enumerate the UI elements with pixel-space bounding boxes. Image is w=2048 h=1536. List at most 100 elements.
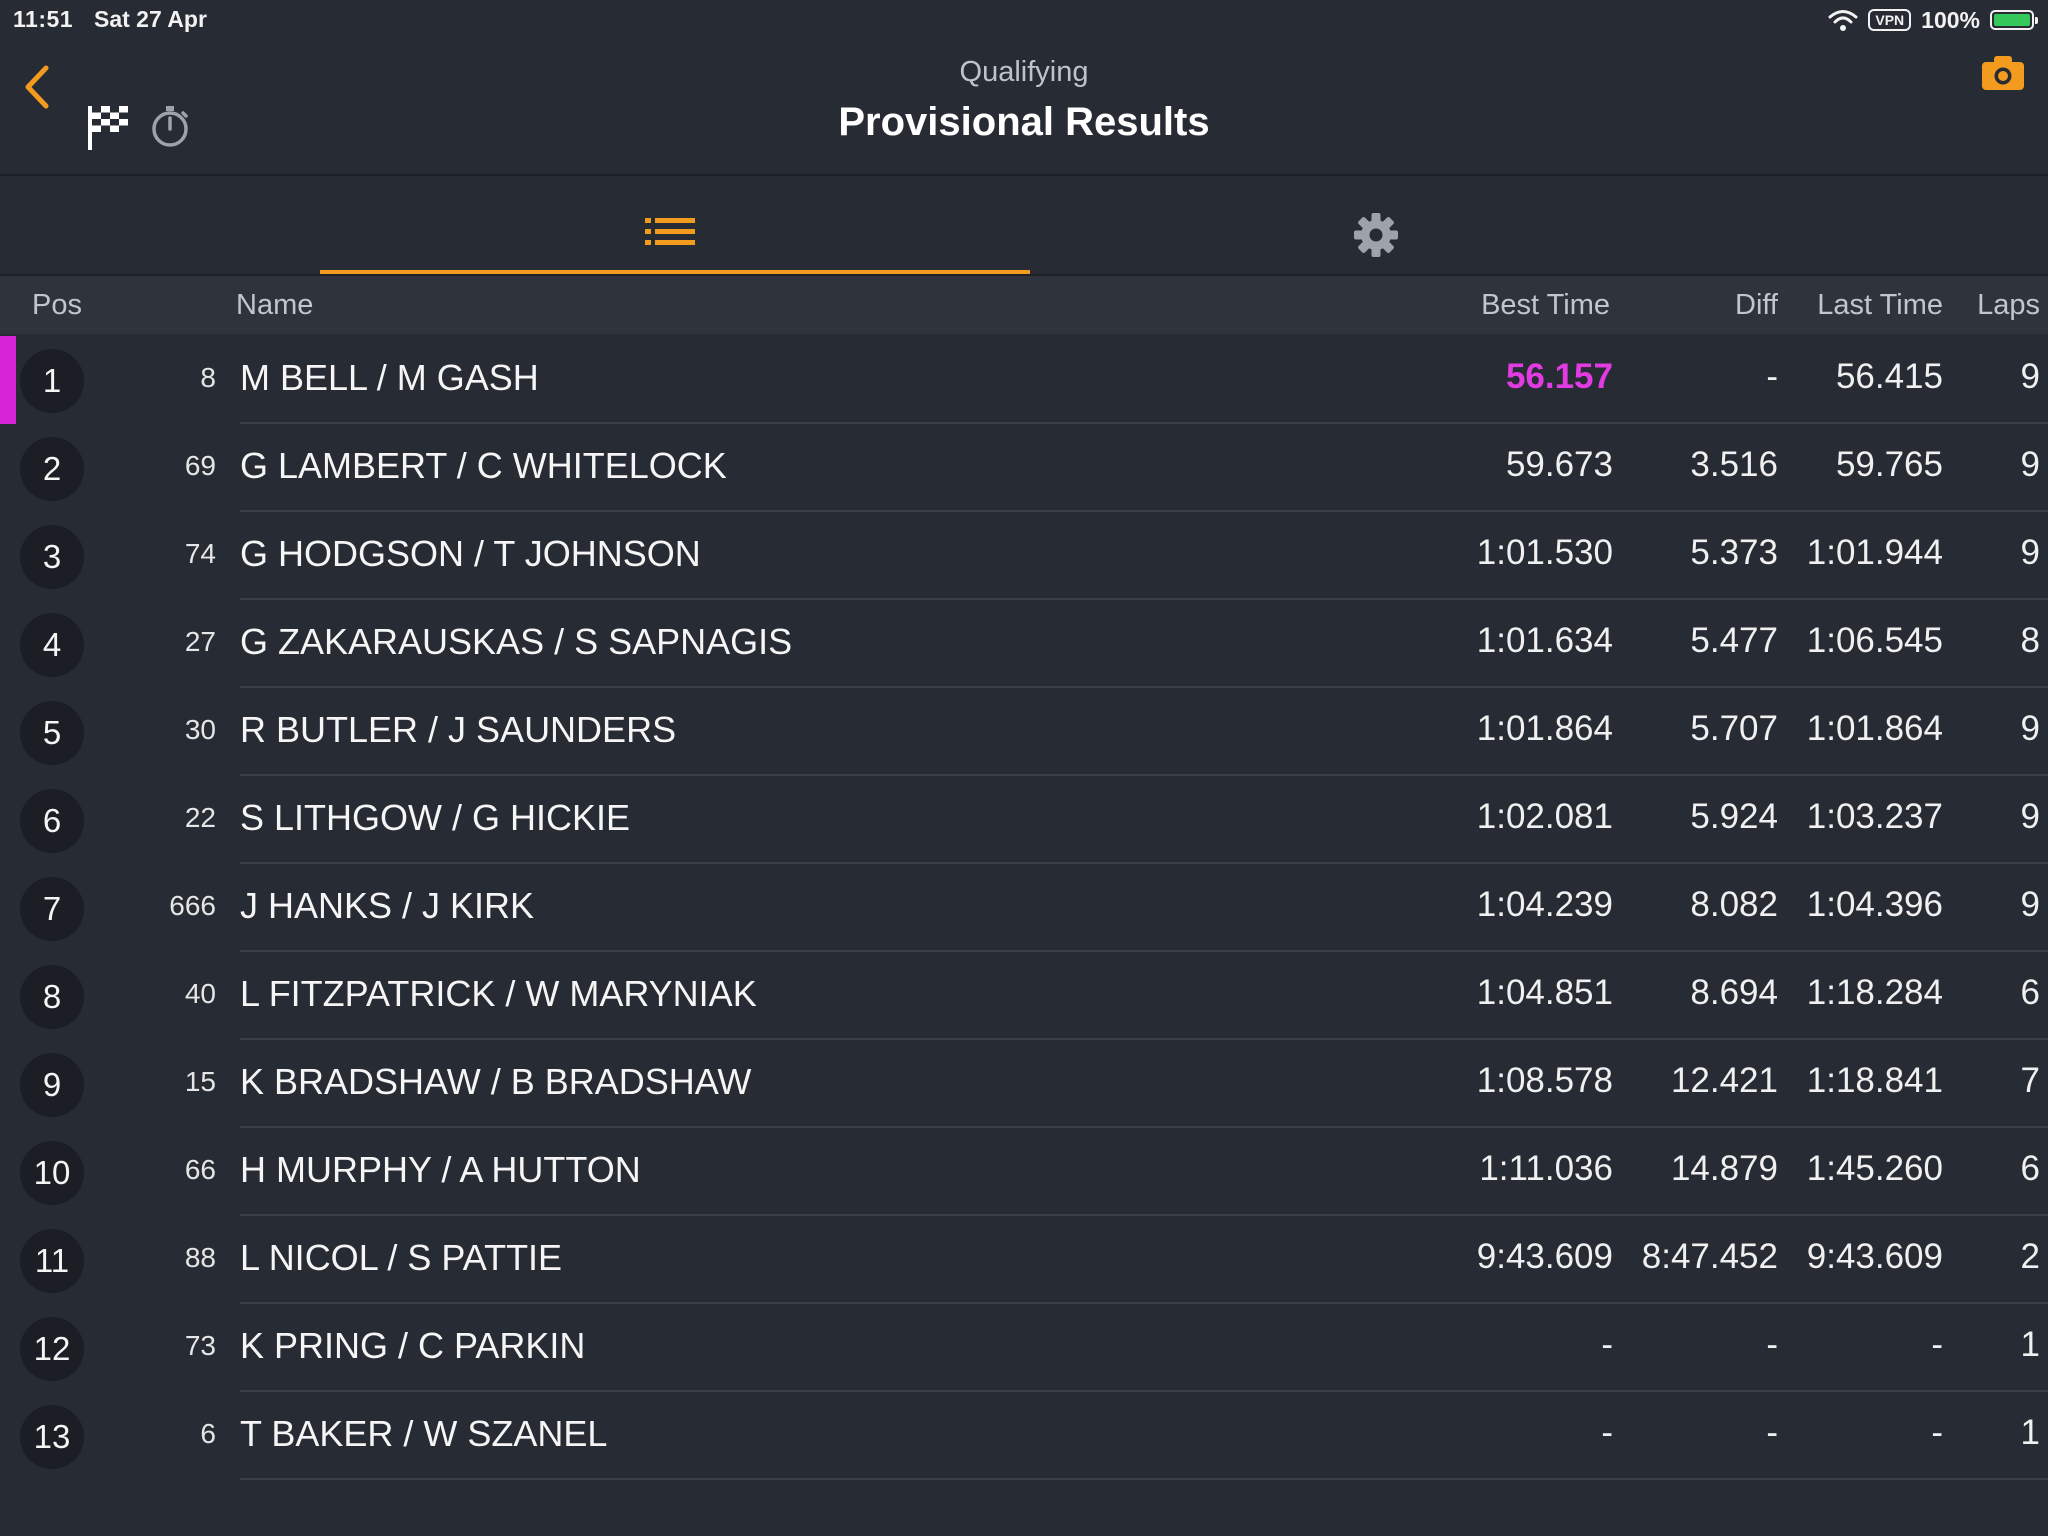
driver-names: R BUTLER / J SAUNDERS bbox=[240, 709, 677, 750]
best-time: 56.157 bbox=[1505, 357, 1613, 396]
nav-bar: Qualifying Provisional Results bbox=[0, 40, 2048, 176]
best-time: 1:01.634 bbox=[1476, 621, 1613, 660]
driver-names: K PRING / C PARKIN bbox=[240, 1325, 586, 1366]
table-row[interactable]: 1 8 M BELL / M GASH 56.157 - 56.415 9 bbox=[0, 336, 2048, 424]
row-divider bbox=[240, 1302, 2048, 1304]
driver-names: J HANKS / J KIRK bbox=[240, 885, 535, 926]
table-header: Pos Name Best Time Diff Last Time Laps bbox=[0, 276, 2048, 334]
table-row[interactable]: 9 15 K BRADSHAW / B BRADSHAW 1:08.578 12… bbox=[0, 1040, 2048, 1128]
back-button[interactable] bbox=[18, 62, 58, 112]
car-number: 88 bbox=[184, 1242, 216, 1273]
diff: - bbox=[1766, 357, 1778, 396]
laps: 9 bbox=[2020, 357, 2040, 396]
car-number: 27 bbox=[184, 626, 216, 657]
position-badge: 10 bbox=[20, 1141, 84, 1205]
last-time: 1:18.841 bbox=[1806, 1061, 1943, 1100]
best-time: 1:04.239 bbox=[1476, 885, 1613, 924]
driver-names: G ZAKARAUSKAS / S SAPNAGIS bbox=[240, 621, 793, 662]
battery-icon bbox=[1990, 10, 2038, 30]
last-time: 56.415 bbox=[1835, 357, 1943, 396]
diff: 5.924 bbox=[1690, 797, 1778, 836]
row-divider bbox=[240, 686, 2048, 688]
table-row[interactable]: 13 6 T BAKER / W SZANEL - - - 1 bbox=[0, 1392, 2048, 1480]
results-table: 1 8 M BELL / M GASH 56.157 - 56.415 9 2 … bbox=[0, 336, 2048, 1480]
last-time: 1:01.944 bbox=[1806, 533, 1943, 572]
row-divider bbox=[240, 862, 2048, 864]
vpn-badge: VPN bbox=[1868, 9, 1912, 31]
laps: 8 bbox=[2020, 621, 2040, 660]
diff: 5.707 bbox=[1690, 709, 1778, 748]
table-row[interactable]: 11 88 L NICOL / S PATTIE 9:43.609 8:47.4… bbox=[0, 1216, 2048, 1304]
car-number: 69 bbox=[184, 450, 216, 481]
laps: 6 bbox=[2020, 1149, 2040, 1188]
laps: 9 bbox=[2020, 445, 2040, 484]
tab-results-list[interactable] bbox=[320, 176, 1030, 274]
row-divider bbox=[240, 1390, 2048, 1392]
position-badge: 9 bbox=[20, 1053, 84, 1117]
best-time: 1:01.864 bbox=[1476, 709, 1613, 748]
table-row[interactable]: 3 74 G HODGSON / T JOHNSON 1:01.530 5.37… bbox=[0, 512, 2048, 600]
last-time: 1:01.864 bbox=[1806, 709, 1943, 748]
driver-names: S LITHGOW / G HICKIE bbox=[240, 797, 631, 838]
position-badge: 8 bbox=[20, 965, 84, 1029]
camera-icon bbox=[1982, 56, 2024, 90]
car-number: 6 bbox=[200, 1418, 216, 1449]
best-time: 1:04.851 bbox=[1476, 973, 1613, 1012]
table-row[interactable]: 10 66 H MURPHY / A HUTTON 1:11.036 14.87… bbox=[0, 1128, 2048, 1216]
status-indicators: VPN 100% bbox=[1828, 4, 2038, 36]
tab-bar bbox=[0, 176, 2048, 276]
laps: 9 bbox=[2020, 885, 2040, 924]
best-time: - bbox=[1601, 1413, 1613, 1452]
diff: 8:47.452 bbox=[1641, 1237, 1778, 1276]
row-divider bbox=[240, 1126, 2048, 1128]
row-divider bbox=[240, 598, 2048, 600]
status-bar: 11:51 Sat 27 Apr VPN 100% bbox=[0, 0, 2048, 40]
table-row[interactable]: 5 30 R BUTLER / J SAUNDERS 1:01.864 5.70… bbox=[0, 688, 2048, 776]
row-divider bbox=[240, 1038, 2048, 1040]
screenshot-button[interactable] bbox=[1980, 54, 2026, 97]
driver-names: T BAKER / W SZANEL bbox=[240, 1413, 608, 1454]
position-badge: 2 bbox=[20, 437, 84, 501]
position-badge: 7 bbox=[20, 877, 84, 941]
diff: 3.516 bbox=[1690, 445, 1778, 484]
header-pos: Pos bbox=[32, 289, 82, 321]
car-number: 30 bbox=[184, 714, 216, 745]
stopwatch-icon bbox=[152, 106, 188, 147]
fastest-lap-marker bbox=[0, 336, 16, 424]
driver-names: K BRADSHAW / B BRADSHAW bbox=[240, 1061, 752, 1102]
best-time: 1:02.081 bbox=[1476, 797, 1613, 836]
table-row[interactable]: 2 69 G LAMBERT / C WHITELOCK 59.673 3.51… bbox=[0, 424, 2048, 512]
car-number: 40 bbox=[184, 978, 216, 1009]
row-divider bbox=[240, 422, 2048, 424]
car-number: 22 bbox=[184, 802, 216, 833]
driver-names: H MURPHY / A HUTTON bbox=[240, 1149, 641, 1190]
car-number: 73 bbox=[184, 1330, 216, 1361]
position-badge: 4 bbox=[20, 613, 84, 677]
table-row[interactable]: 12 73 K PRING / C PARKIN - - - 1 bbox=[0, 1304, 2048, 1392]
diff: 12.421 bbox=[1670, 1061, 1778, 1100]
table-row[interactable]: 7 666 J HANKS / J KIRK 1:04.239 8.082 1:… bbox=[0, 864, 2048, 952]
session-subtitle: Qualifying bbox=[959, 56, 1089, 88]
position-badge: 3 bbox=[20, 525, 84, 589]
tab-settings[interactable] bbox=[1060, 176, 1700, 274]
laps: 9 bbox=[2020, 533, 2040, 572]
last-time: 1:04.396 bbox=[1806, 885, 1943, 924]
header-best-time: Best Time bbox=[1481, 289, 1610, 321]
driver-names: M BELL / M GASH bbox=[240, 357, 539, 398]
laps: 7 bbox=[2020, 1061, 2040, 1100]
last-time: 59.765 bbox=[1835, 445, 1943, 484]
laps: 6 bbox=[2020, 973, 2040, 1012]
best-time: - bbox=[1601, 1325, 1613, 1364]
table-row[interactable]: 8 40 L FITZPATRICK / W MARYNIAK 1:04.851… bbox=[0, 952, 2048, 1040]
best-time: 1:11.036 bbox=[1479, 1149, 1613, 1188]
best-time: 1:01.530 bbox=[1476, 533, 1613, 572]
row-divider bbox=[240, 510, 2048, 512]
position-badge: 5 bbox=[20, 701, 84, 765]
table-row[interactable]: 6 22 S LITHGOW / G HICKIE 1:02.081 5.924… bbox=[0, 776, 2048, 864]
laps: 1 bbox=[2020, 1325, 2040, 1364]
status-date: Sat 27 Apr bbox=[94, 6, 207, 32]
position-badge: 13 bbox=[20, 1405, 84, 1469]
table-row[interactable]: 4 27 G ZAKARAUSKAS / S SAPNAGIS 1:01.634… bbox=[0, 600, 2048, 688]
row-divider bbox=[240, 1478, 2048, 1480]
best-time: 9:43.609 bbox=[1476, 1237, 1613, 1276]
